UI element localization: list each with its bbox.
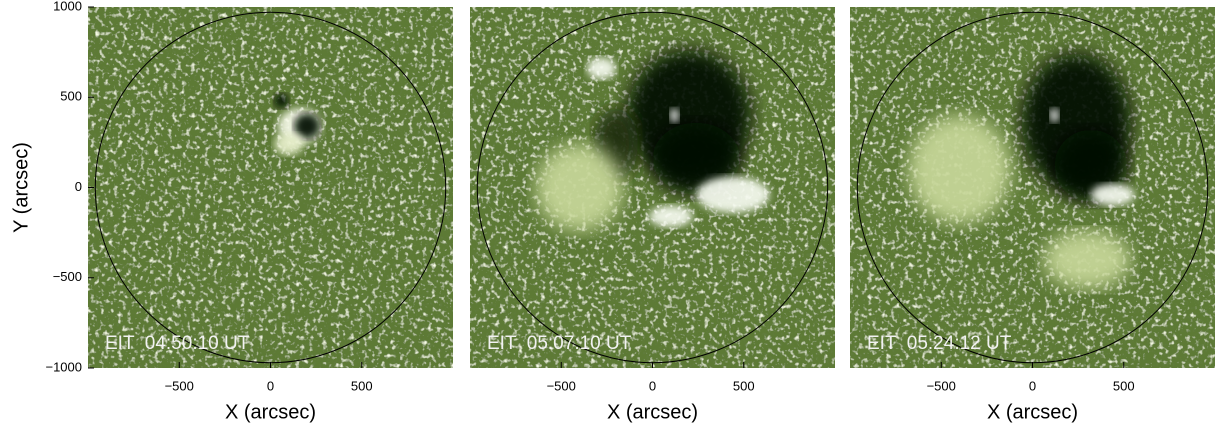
x-tick-label: 0 [1029,378,1036,393]
panel-label: EIT 04:50:10 UT [105,333,250,354]
intensity-feature [648,205,693,228]
intensity-feature [586,57,617,80]
solar-image [470,7,835,368]
intensity-feature [1090,183,1135,206]
solar-image [88,7,453,368]
panel: EIT 05:07:10 UT −500 0 500 X (arcsec) [470,7,835,423]
panel-label: EIT 05:07:10 UT [487,333,632,354]
intensity-feature [908,115,1011,224]
x-tick-label: 500 [351,378,373,393]
y-tick-label: 0 [75,179,82,194]
intensity-feature [294,113,320,139]
x-tick-label: 0 [267,378,274,393]
intensity-feature [274,133,304,156]
intensity-feature [696,176,770,213]
x-tick-label: 500 [733,378,755,393]
x-axis-label: X (arcsec) [225,401,316,423]
intensity-feature [670,108,679,123]
panel-label: EIT 05:24:12 UT [867,333,1012,354]
x-tick-label: −500 [547,378,576,393]
intensity-feature [652,122,741,195]
panel: EIT 04:50:10 UT −500 0 500 −1000 −500 0 500 1000… [10,0,453,423]
image-background [850,7,1215,368]
y-tick-label: 1000 [53,0,82,13]
x-tick-label: 0 [649,378,656,393]
intensity-feature [1043,230,1132,289]
panel: EIT 05:24:12 UT −500 0 500 X (arcsec) [850,7,1215,423]
y-axis-label: Y (arcsec) [10,142,32,233]
image-background [88,7,453,368]
image-background [470,7,835,368]
intensity-feature [1050,108,1059,123]
y-tick-label: 500 [60,89,82,104]
x-axis-label: X (arcsec) [607,401,698,423]
x-tick-label: −500 [165,378,194,393]
solar-image [850,7,1215,368]
x-axis-label: X (arcsec) [987,401,1078,423]
intensity-feature [535,144,624,231]
intensity-feature [1054,129,1128,202]
y-tick-label: −1000 [45,359,82,374]
intensity-feature [274,93,289,109]
y-tick-label: −500 [53,269,82,284]
x-tick-label: 500 [1113,378,1135,393]
x-tick-label: −500 [927,378,956,393]
